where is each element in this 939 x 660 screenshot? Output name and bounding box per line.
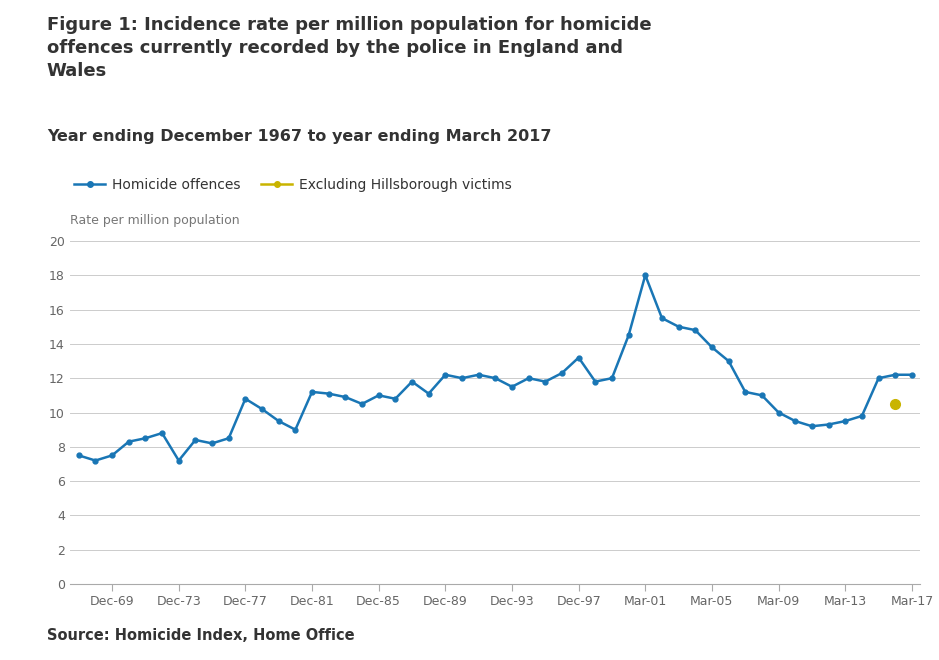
Text: Figure 1: Incidence rate per million population for homicide
offences currently : Figure 1: Incidence rate per million pop…: [47, 16, 652, 81]
Legend: Homicide offences, Excluding Hillsborough victims: Homicide offences, Excluding Hillsboroug…: [69, 172, 517, 197]
Text: Year ending December 1967 to year ending March 2017: Year ending December 1967 to year ending…: [47, 129, 551, 144]
Text: Rate per million population: Rate per million population: [70, 214, 240, 227]
Text: Source: Homicide Index, Home Office: Source: Homicide Index, Home Office: [47, 628, 355, 644]
